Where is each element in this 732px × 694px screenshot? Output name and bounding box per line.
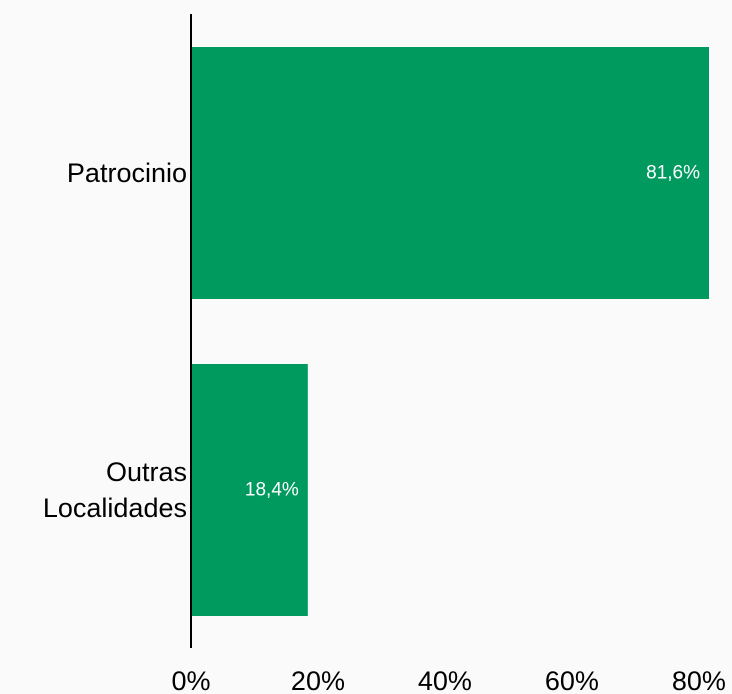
bar bbox=[191, 47, 709, 299]
x-tick-label: 0% bbox=[171, 666, 210, 694]
bars-group bbox=[191, 47, 709, 616]
bar-value-label: 81,6% bbox=[646, 163, 700, 184]
x-tick-label: 60% bbox=[545, 666, 599, 694]
x-tick-label: 20% bbox=[291, 666, 345, 694]
bar bbox=[191, 364, 308, 616]
category-label: Patrocinio bbox=[67, 158, 187, 188]
bar-value-label: 18,4% bbox=[245, 480, 299, 501]
x-tick-label: 40% bbox=[418, 666, 472, 694]
data-labels-group: 81,6% 18,4% bbox=[245, 163, 700, 501]
category-label: Outras Localidades bbox=[43, 457, 187, 523]
x-tick-label: 80% bbox=[672, 666, 726, 694]
x-tick-labels-group: 0% 20% 40% 60% 80% bbox=[171, 666, 725, 694]
category-labels-group: Patrocinio Outras Localidades bbox=[43, 158, 187, 523]
